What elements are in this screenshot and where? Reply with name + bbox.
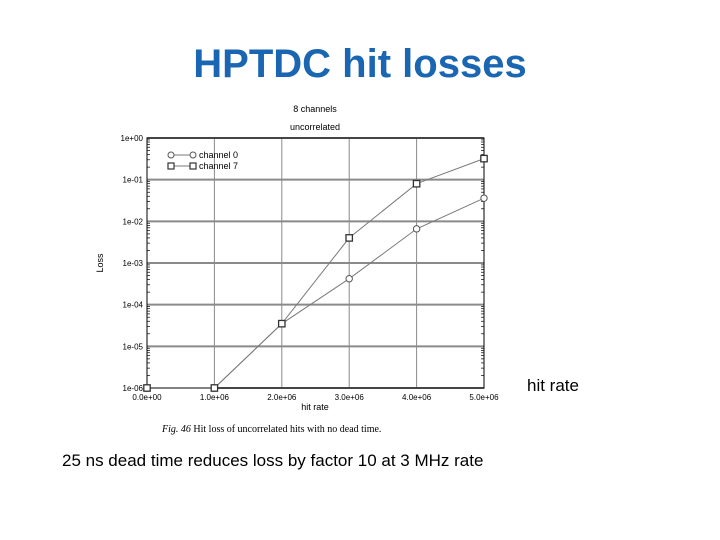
chart-title: 8 channels — [293, 104, 337, 114]
figure-caption-text: Hit loss of uncorrelated hits with no de… — [193, 424, 382, 435]
tick-labels: 1e+00 1e-01 1e-02 1e-03 1e-04 1e-05 1e-060.0e+… — [121, 134, 500, 402]
x-tick-label: 5.0e+06 — [469, 393, 499, 402]
x-tick-label: 4.0e+06 — [402, 393, 432, 402]
y-axis-label: Loss — [95, 253, 105, 273]
hit-rate-label: hit rate — [527, 376, 579, 395]
y-tick-label: 1e-03 — [123, 259, 144, 268]
legend-marker-channel-0 — [189, 151, 197, 159]
tick-marks — [147, 139, 484, 376]
plot-frame — [146, 137, 485, 389]
x-tick-label: 0.0e+00 — [132, 393, 162, 402]
data-point-channel-7 — [143, 384, 151, 392]
legend-label-channel-7: channel 7 — [199, 161, 238, 171]
data-point-channel-7 — [480, 154, 488, 163]
legend-marker-channel-7 — [189, 162, 197, 170]
y-tick-label: 1e+00 — [121, 134, 144, 143]
data-point-channel-7 — [277, 319, 286, 328]
data-point-channel-7 — [210, 384, 219, 392]
legend-label-channel-0: channel 0 — [199, 150, 238, 160]
y-tick-label: 1e-02 — [123, 217, 144, 226]
data-point-channel-7 — [412, 179, 421, 188]
y-tick-label: 1e-01 — [123, 176, 144, 185]
legend-marker-channel-7 — [167, 162, 175, 170]
data-point-channel-0 — [480, 194, 488, 202]
x-axis-label: hit rate — [301, 402, 329, 412]
series — [143, 154, 488, 392]
data-point-channel-0 — [345, 274, 353, 283]
legend-marker-channel-0 — [167, 151, 175, 159]
figure-caption: Fig. 46 Hit loss of uncorrelated hits wi… — [162, 424, 381, 435]
data-point-channel-7 — [345, 234, 354, 242]
dead-time-note: 25 ns dead time reduces loss by factor 1… — [62, 451, 484, 470]
data-point-channel-0 — [412, 225, 421, 233]
y-tick-label: 1e-06 — [123, 384, 144, 393]
x-tick-label: 3.0e+06 — [335, 393, 365, 402]
chart-subtitle: uncorrelated — [290, 122, 340, 132]
slide-title: HPTDC hit losses — [193, 42, 527, 86]
series-line-channel-7 — [147, 158, 485, 389]
series-line-channel-0 — [147, 197, 485, 389]
y-tick-label: 1e-04 — [123, 301, 144, 310]
figure-number: Fig. 46 — [162, 424, 191, 435]
x-tick-label: 2.0e+06 — [267, 393, 297, 402]
grid — [146, 137, 485, 389]
y-tick-label: 1e-05 — [123, 342, 144, 351]
x-tick-label: 1.0e+06 — [200, 393, 230, 402]
